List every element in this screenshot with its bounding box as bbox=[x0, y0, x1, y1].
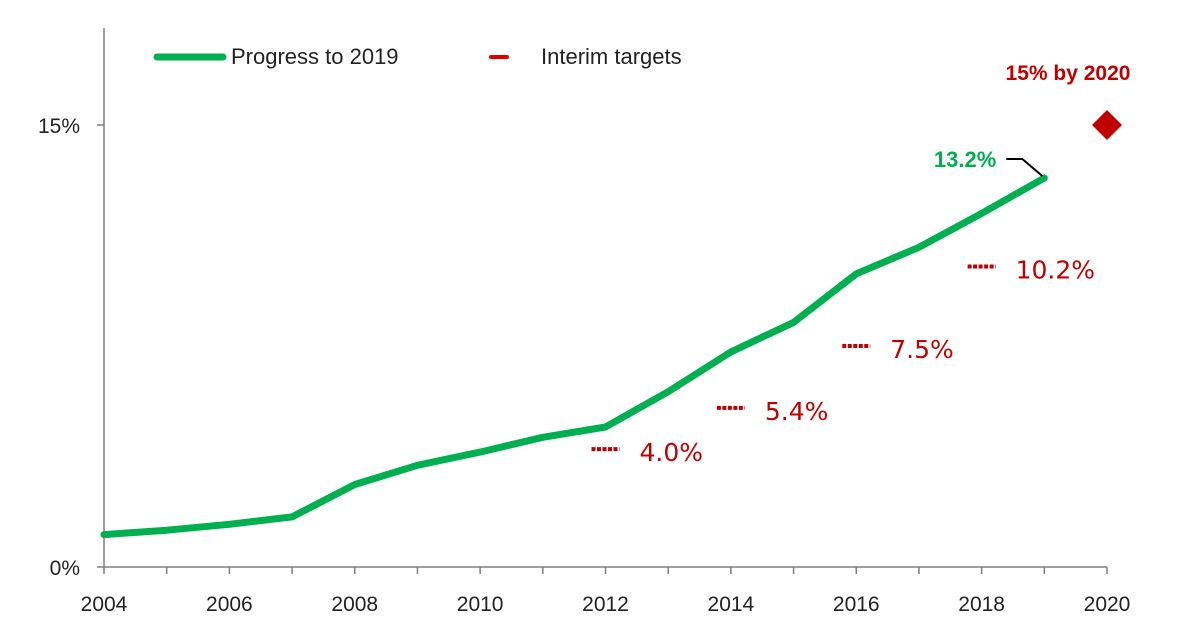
x-tick-label: 2010 bbox=[457, 593, 504, 616]
legend-targets-label: Interim targets bbox=[541, 44, 682, 69]
x-axis-ticks: 2004 2006 2008 2010 2012 2014 2016 2018 2020 bbox=[81, 567, 1131, 616]
interim-targets-series: 4.0% 5.4% 7.5% 10.2% bbox=[591, 255, 1095, 467]
end-value-label: 13.2% bbox=[934, 147, 996, 172]
target-label: 7.5% bbox=[890, 335, 954, 364]
end-label-leader bbox=[1006, 158, 1043, 177]
goal-diamond-marker bbox=[1092, 110, 1122, 140]
x-tick-label: 2006 bbox=[206, 593, 253, 616]
legend: Progress to 2019 Interim targets bbox=[153, 44, 682, 69]
axes bbox=[103, 28, 1107, 568]
progress-line bbox=[100, 174, 1048, 539]
goal-label: 15% by 2020 bbox=[1006, 62, 1131, 85]
x-tick-label: 2018 bbox=[958, 593, 1005, 616]
x-tick-label: 2008 bbox=[331, 593, 378, 616]
target-label: 5.4% bbox=[765, 397, 829, 426]
x-tick-label: 2020 bbox=[1084, 593, 1131, 616]
target-label: 4.0% bbox=[640, 438, 704, 467]
y-axis-ticks: 0% 15% bbox=[38, 115, 104, 580]
x-tick-label: 2004 bbox=[81, 593, 128, 616]
x-tick-label: 2016 bbox=[833, 593, 880, 616]
goal-marker-group: 15% by 2020 bbox=[1006, 62, 1131, 140]
target-label: 10.2% bbox=[1016, 255, 1095, 284]
y-tick-label: 0% bbox=[50, 557, 80, 580]
x-tick-label: 2012 bbox=[582, 593, 629, 616]
y-tick-label: 15% bbox=[38, 115, 80, 138]
legend-progress-label: Progress to 2019 bbox=[231, 44, 399, 69]
x-tick-label: 2014 bbox=[708, 593, 755, 616]
progress-series: 13.2% bbox=[100, 147, 1048, 539]
